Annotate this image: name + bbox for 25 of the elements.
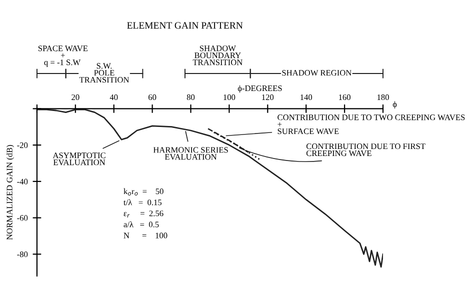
chart-title: ELEMENT GAIN PATTERN [127,22,243,29]
y-axis-title: NORMALIZED GAIN (dB) [6,145,14,240]
x-tick-label: 40 [110,94,118,100]
annotation: CONTRIBUTION DUE TO TWO CREEPING WAVES + SURFACE WAVE [278,114,465,134]
text: SHADOW BOUNDARY TRANSITION [192,46,242,66]
y-tick-label: -20 [17,142,28,148]
x-tick-label: 120 [262,94,274,100]
text: S.W. POLE TRANSITION [79,63,130,83]
x-axis-title: ϕ-DEGREES [238,85,282,93]
text: ϕ [392,101,397,109]
x-tick-label: 100 [224,94,236,100]
y-tick-label: -60 [17,215,28,221]
x-tick-label: 80 [186,94,195,100]
text: SHADOW REGION [282,70,352,76]
x-tick-label: 160 [339,94,350,100]
annotation: ASYMPTOTIC EVALUATION [52,152,106,166]
text: k$_{o}$r$_{o}$ = 50 t/λ = 0.15 ε$_{r}$ = 2.56 a/λ = 0.5 N = 100 [124,188,168,238]
x-tick-label: 20 [72,94,80,100]
annotation: CONTRIBUTION DUE TO FIRST CREEPING WAVE [306,144,426,156]
y-tick-label: -80 [17,252,28,258]
annotation: HARMONIC SERIES EVALUATION [153,147,228,160]
x-tick-label: 140 [300,94,312,100]
y-tick-label: -40 [17,178,28,184]
x-tick-label: 60 [148,94,156,100]
x-tick-label: 180 [377,94,389,100]
